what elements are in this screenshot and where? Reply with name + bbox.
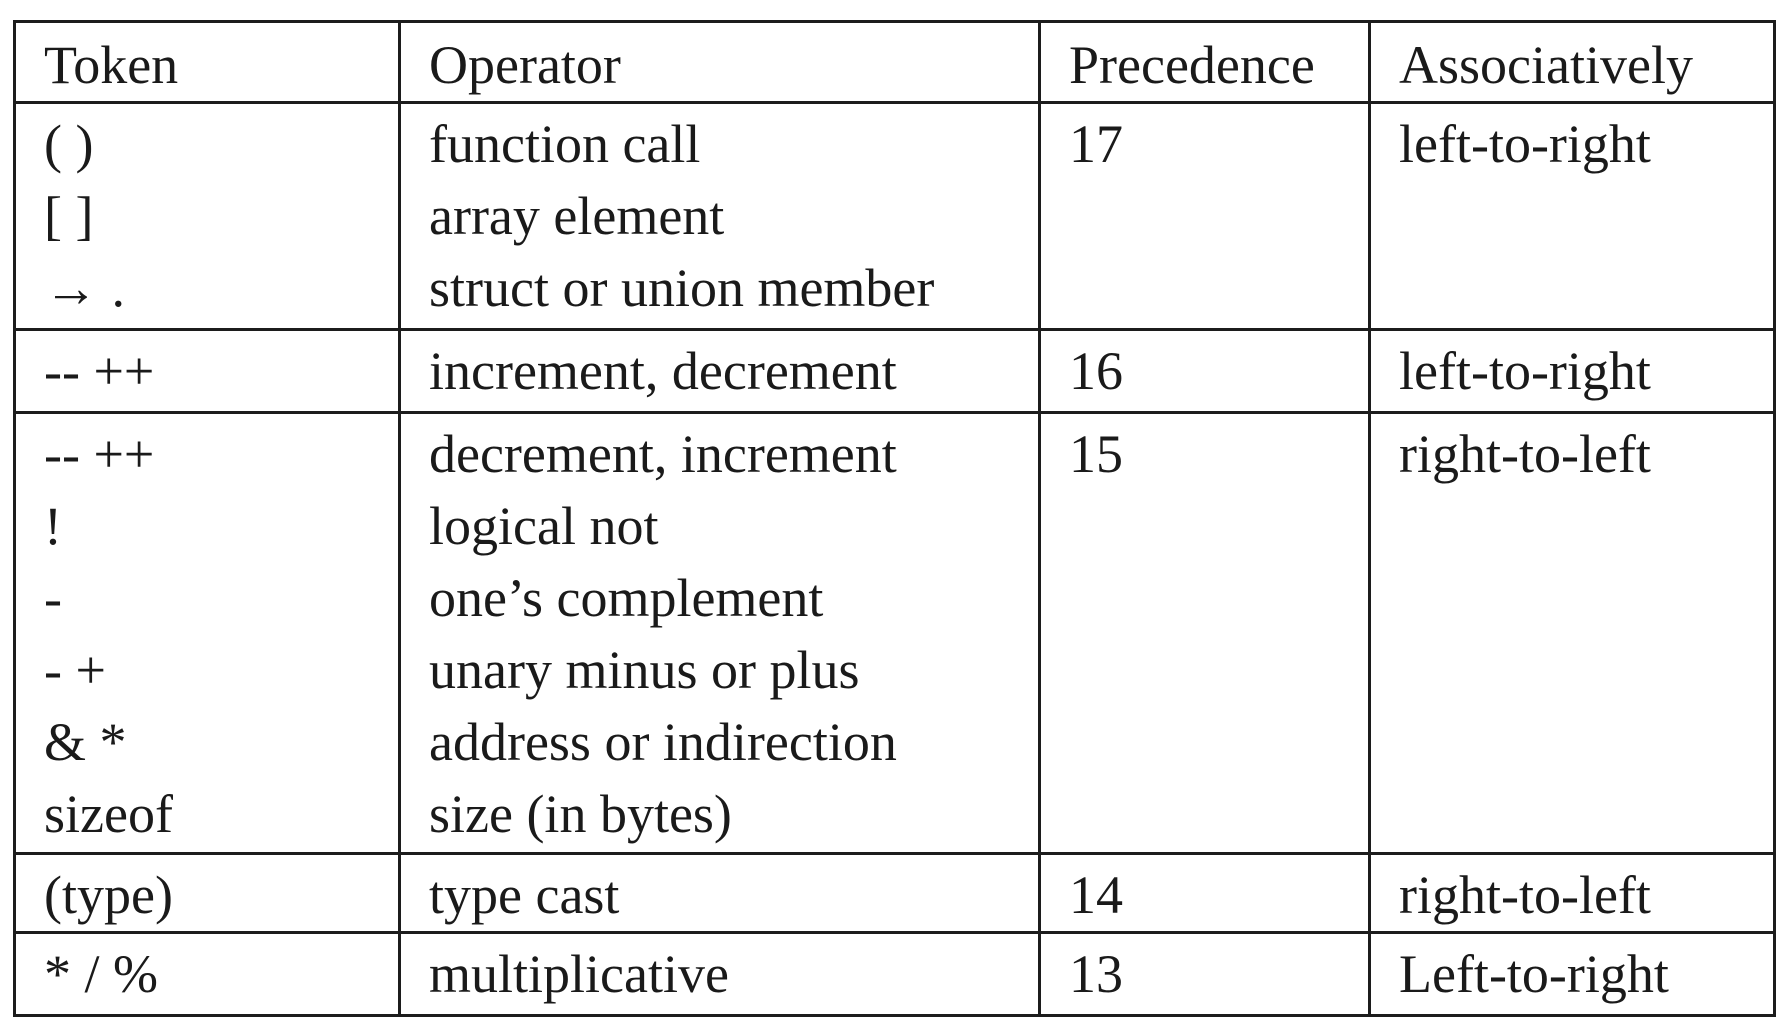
operator-value: address or indirection (429, 712, 897, 772)
table-row: ( ) [ ] → . function call array element … (13, 101, 1776, 331)
token-cell: -- ++ ! - - + & * sizeof (13, 411, 401, 855)
operator-cell: multiplicative (398, 931, 1041, 1017)
table-row: -- ++ increment, decrement 16 left-to-ri… (13, 328, 1776, 414)
operator-value: decrement, increment (429, 424, 897, 484)
precedence-value: 13 (1069, 944, 1123, 1004)
precedence-value: 17 (1069, 114, 1123, 174)
operator-value: unary minus or plus (429, 640, 860, 700)
associativity-value: right-to-left (1399, 865, 1651, 925)
associativity-value: right-to-left (1399, 424, 1651, 484)
operator-value: type cast (429, 865, 620, 925)
token-value: & * (44, 712, 127, 772)
precedence-cell: 14 (1038, 852, 1371, 934)
precedence-cell: 15 (1038, 411, 1371, 855)
token-value: - + (44, 640, 106, 700)
associativity-value: left-to-right (1399, 114, 1651, 174)
header-row: Token Operator Precedence Associatively (13, 20, 1776, 104)
header-token: Token (13, 20, 401, 104)
associativity-value: left-to-right (1399, 341, 1651, 401)
token-value: [ ] (44, 186, 94, 246)
header-precedence: Precedence (1038, 20, 1371, 104)
header-operator: Operator (398, 20, 1041, 104)
precedence-value: 14 (1069, 865, 1123, 925)
operator-value: multiplicative (429, 944, 729, 1004)
operator-value: struct or union member (429, 258, 935, 318)
operator-value: increment, decrement (429, 341, 897, 401)
associativity-cell: Left-to-right (1368, 931, 1776, 1017)
operator-value: logical not (429, 496, 659, 556)
operator-cell: function call array element struct or un… (398, 101, 1041, 331)
operator-value: one’s complement (429, 568, 824, 628)
token-value: → . (44, 258, 125, 318)
token-cell: * / % (13, 931, 401, 1017)
precedence-cell: 13 (1038, 931, 1371, 1017)
token-value: - (44, 568, 62, 628)
header-associativity: Associatively (1368, 20, 1776, 104)
token-value: (type) (44, 865, 173, 925)
token-cell: -- ++ (13, 328, 401, 414)
operator-cell: increment, decrement (398, 328, 1041, 414)
table-row: (type) type cast 14 right-to-left (13, 852, 1776, 934)
operator-value: function call (429, 114, 701, 174)
operator-value: array element (429, 186, 725, 246)
token-value: -- ++ (44, 424, 155, 484)
associativity-cell: right-to-left (1368, 411, 1776, 855)
precedence-value: 16 (1069, 341, 1123, 401)
table-row: * / % multiplicative 13 Left-to-right (13, 931, 1776, 1017)
operator-cell: decrement, increment logical not one’s c… (398, 411, 1041, 855)
operator-value: size (in bytes) (429, 784, 732, 844)
operator-cell: type cast (398, 852, 1041, 934)
associativity-cell: left-to-right (1368, 101, 1776, 331)
associativity-cell: right-to-left (1368, 852, 1776, 934)
token-value: * / % (44, 944, 158, 1004)
precedence-value: 15 (1069, 424, 1123, 484)
table-row: -- ++ ! - - + & * sizeof decrement, incr… (13, 411, 1776, 855)
token-cell: ( ) [ ] → . (13, 101, 401, 331)
token-value: sizeof (44, 784, 173, 844)
token-cell: (type) (13, 852, 401, 934)
precedence-cell: 16 (1038, 328, 1371, 414)
associativity-value: Left-to-right (1399, 944, 1669, 1004)
token-value: -- ++ (44, 341, 155, 401)
associativity-cell: left-to-right (1368, 328, 1776, 414)
precedence-cell: 17 (1038, 101, 1371, 331)
token-value: ( ) (44, 114, 94, 174)
token-value: ! (44, 496, 62, 556)
operator-precedence-table: Token Operator Precedence Associatively … (13, 20, 1776, 1017)
